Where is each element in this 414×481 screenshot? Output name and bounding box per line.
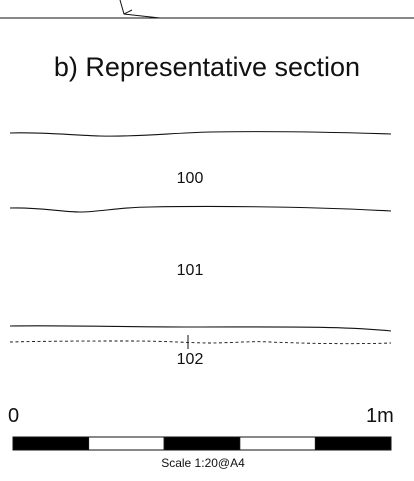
upper-figure-fragment: [0, 0, 414, 19]
layer-label-102: 102: [176, 351, 204, 368]
boundary-line-101-102: [9, 325, 392, 332]
layer-label-100: 100: [176, 170, 204, 187]
scale-end-label: 1m: [366, 405, 394, 427]
scale-start-label: 0: [8, 405, 20, 427]
layer-label-101: 101: [176, 262, 204, 279]
scale-caption: Scale 1:20@A4: [161, 456, 245, 470]
scale-bar-segment: [163, 436, 241, 451]
dashed-boundary-line: [9, 340, 392, 345]
boundary-line-top: [9, 131, 392, 137]
boundary-line-100-101: [9, 205, 392, 213]
scale-bar-segment: [239, 436, 316, 451]
scale-bar-segment: [12, 436, 90, 451]
section-title: b) Representative section: [53, 52, 361, 82]
scale-bar-segment: [88, 436, 165, 451]
scale-bar: [12, 436, 392, 451]
scale-bar-segment: [314, 436, 392, 451]
